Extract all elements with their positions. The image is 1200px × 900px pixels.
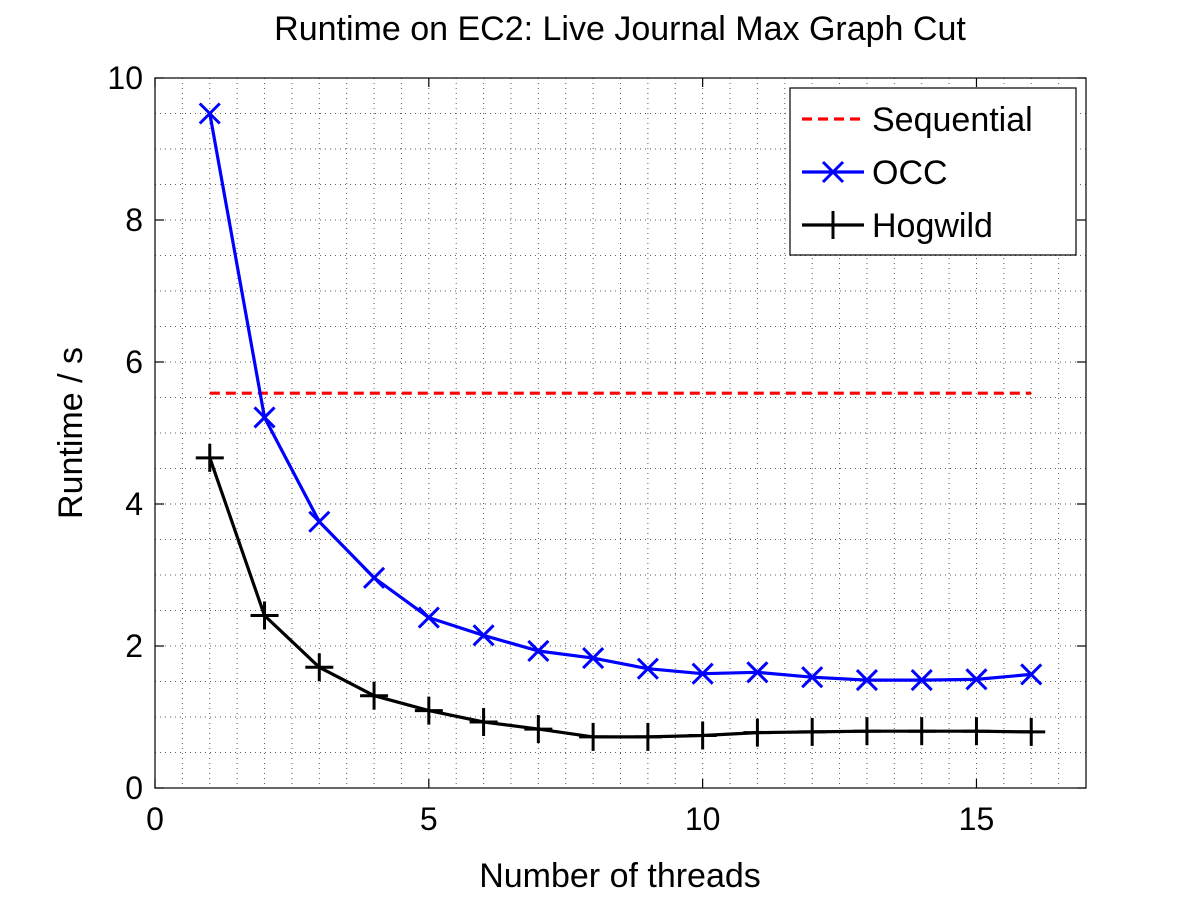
data-point-hogwild: [907, 717, 936, 746]
data-point-occ: [472, 624, 495, 647]
data-point-occ: [746, 661, 769, 684]
y-tick-label: 8: [125, 202, 143, 238]
data-point-occ: [362, 566, 386, 589]
y-tick-label: 2: [125, 628, 143, 664]
x-tick-label: 15: [959, 801, 995, 837]
data-point-hogwild: [360, 681, 389, 710]
data-point-hogwild: [962, 717, 991, 746]
legend-label-sequential: Sequential: [872, 101, 1033, 139]
y-axis-title: Runtime / s: [52, 347, 90, 519]
data-point-hogwild: [1017, 717, 1046, 746]
legend-label-hogwild: Hogwild: [872, 207, 993, 245]
data-point-occ: [910, 669, 933, 692]
data-point-occ: [855, 669, 879, 692]
y-tick-label: 10: [107, 60, 143, 96]
data-point-occ: [527, 639, 550, 663]
grid-lines: [155, 78, 1086, 788]
data-point-occ: [417, 606, 440, 629]
x-tick-label: 10: [685, 801, 721, 837]
data-point-hogwild: [798, 717, 827, 746]
data-point-hogwild: [633, 722, 662, 751]
x-tick-label: 5: [420, 801, 438, 837]
data-point-hogwild: [469, 707, 498, 736]
data-point-occ: [801, 666, 824, 689]
data-point-hogwild: [524, 715, 553, 744]
legend-marker-hogwild: [819, 211, 847, 239]
legend-label-occ: OCC: [872, 154, 948, 192]
y-tick-label: 4: [125, 486, 143, 522]
data-point-hogwild: [579, 722, 608, 751]
legend-marker-occ: [821, 160, 845, 184]
data-point-occ: [308, 510, 331, 533]
data-point-hogwild: [743, 718, 772, 747]
data-point-hogwild: [250, 601, 279, 630]
x-axis-title: Number of threads: [479, 857, 761, 895]
chart-title: Runtime on EC2: Live Journal Max Graph C…: [274, 10, 966, 48]
series-line-hogwild: [208, 457, 1032, 739]
series-layer: [195, 102, 1046, 751]
data-point-hogwild: [305, 653, 334, 682]
data-point-hogwild: [688, 721, 717, 750]
axis-ticks: 0 5 10 15 0 2 4 6 8 10: [107, 60, 1086, 837]
data-point-occ: [636, 657, 659, 680]
data-point-occ: [1020, 663, 1043, 686]
data-point-occ: [198, 102, 221, 125]
data-point-hogwild: [195, 443, 224, 472]
y-tick-label: 0: [125, 770, 143, 806]
data-point-occ: [582, 647, 605, 670]
x-tick-label: 0: [146, 801, 164, 837]
data-point-occ: [691, 662, 714, 685]
y-tick-label: 6: [125, 344, 143, 380]
data-point-hogwild: [852, 717, 881, 746]
data-point-hogwild: [414, 696, 443, 725]
data-point-occ: [253, 406, 276, 429]
plot-frame: [154, 77, 1087, 789]
legend: Sequential OCC Hogwild: [789, 87, 1077, 256]
series-line-occ: [208, 113, 1032, 682]
data-point-occ: [965, 668, 988, 691]
